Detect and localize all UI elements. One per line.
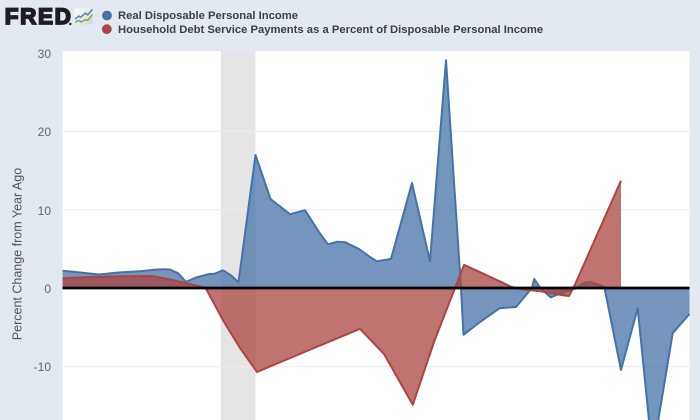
svg-text:FRED: FRED [5,4,73,29]
svg-text:Percent Change from Year Ago: Percent Change from Year Ago [11,168,25,340]
